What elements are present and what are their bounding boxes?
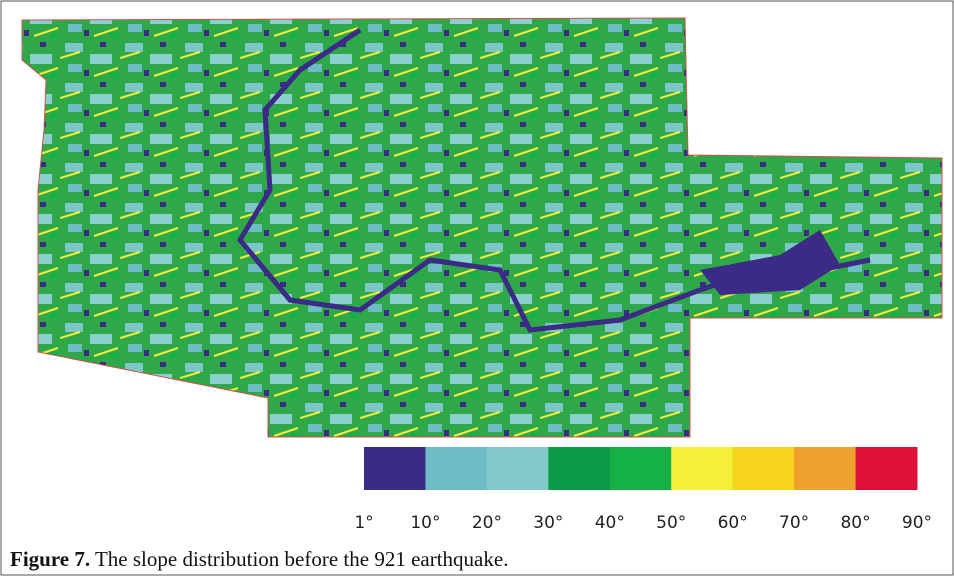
legend-label: 30° [533, 513, 563, 533]
legend-label: 40° [595, 513, 625, 533]
legend-label: 10° [410, 513, 440, 533]
caption-label: Figure 7. [10, 547, 90, 571]
legend-label: 80° [840, 513, 870, 533]
legend-label: 50° [656, 513, 686, 533]
legend-swatch [364, 447, 426, 490]
legend-swatch [610, 447, 672, 490]
slope-map [22, 18, 942, 437]
legend-swatch [425, 447, 487, 490]
legend: 1° 10° 20° 30° 40° 50° 60° 70° 80° 90° [354, 447, 932, 533]
legend-swatch [794, 447, 856, 490]
legend-label: 60° [718, 513, 748, 533]
legend-swatch [548, 447, 610, 490]
figure: 1° 10° 20° 30° 40° 50° 60° 70° 80° 90° [0, 0, 954, 576]
page: 1° 10° 20° 30° 40° 50° 60° 70° 80° 90° Figure 7. … [0, 0, 954, 576]
legend-swatch [856, 447, 918, 490]
caption-text: The slope distribution before the 921 ea… [95, 547, 508, 571]
legend-swatch [671, 447, 733, 490]
legend-label: 70° [779, 513, 809, 533]
legend-label: 90° [902, 513, 932, 533]
legend-swatch [733, 447, 795, 490]
legend-swatch [487, 447, 549, 490]
caption: Figure 7. The slope distribution before … [10, 547, 508, 572]
legend-label: 20° [472, 513, 502, 533]
legend-label: 1° [354, 513, 373, 533]
